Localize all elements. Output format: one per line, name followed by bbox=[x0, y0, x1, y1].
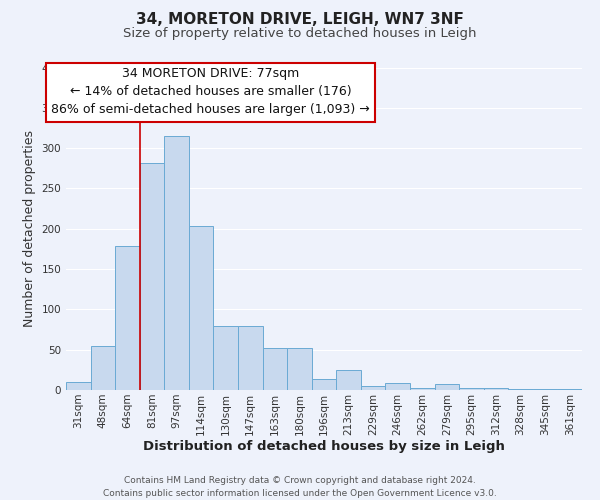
Bar bbox=[66, 382, 91, 390]
Bar bbox=[361, 386, 385, 390]
Bar bbox=[557, 389, 582, 390]
X-axis label: Distribution of detached houses by size in Leigh: Distribution of detached houses by size … bbox=[143, 440, 505, 454]
Text: 34 MORETON DRIVE: 77sqm
← 14% of detached houses are smaller (176)
86% of semi-d: 34 MORETON DRIVE: 77sqm ← 14% of detache… bbox=[51, 68, 370, 116]
Bar bbox=[336, 370, 361, 390]
Bar bbox=[263, 348, 287, 390]
Y-axis label: Number of detached properties: Number of detached properties bbox=[23, 130, 36, 327]
Text: 34, MORETON DRIVE, LEIGH, WN7 3NF: 34, MORETON DRIVE, LEIGH, WN7 3NF bbox=[136, 12, 464, 28]
Bar bbox=[140, 162, 164, 390]
Bar bbox=[214, 326, 238, 390]
Text: Size of property relative to detached houses in Leigh: Size of property relative to detached ho… bbox=[123, 28, 477, 40]
Bar bbox=[312, 378, 336, 390]
Bar bbox=[459, 388, 484, 390]
Bar bbox=[410, 388, 434, 390]
Bar bbox=[91, 346, 115, 390]
Bar bbox=[287, 348, 312, 390]
Bar bbox=[434, 384, 459, 390]
Bar bbox=[164, 136, 189, 390]
Bar bbox=[115, 246, 140, 390]
Bar bbox=[189, 226, 214, 390]
Bar bbox=[508, 389, 533, 390]
Bar bbox=[385, 382, 410, 390]
Bar bbox=[484, 388, 508, 390]
Bar bbox=[238, 326, 263, 390]
Text: Contains HM Land Registry data © Crown copyright and database right 2024.
Contai: Contains HM Land Registry data © Crown c… bbox=[103, 476, 497, 498]
Bar bbox=[533, 389, 557, 390]
